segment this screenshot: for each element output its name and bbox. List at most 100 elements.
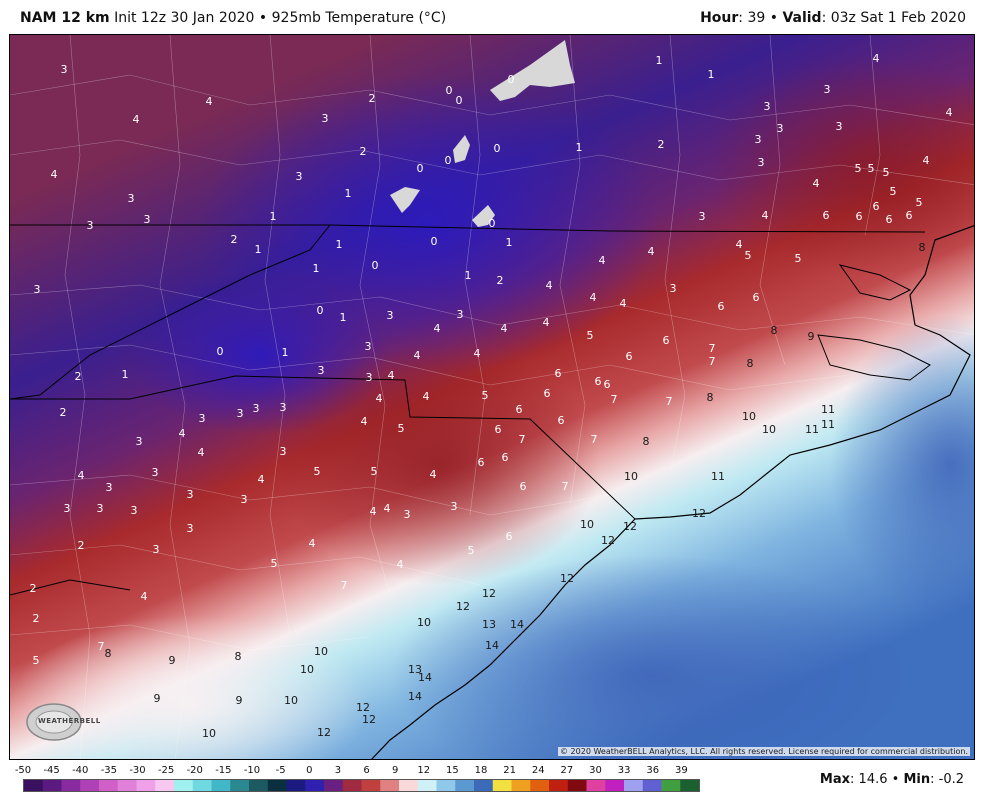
ocean-cold xyxy=(390,555,910,759)
temp-value-label: 4 xyxy=(376,392,383,405)
separator: • xyxy=(769,10,778,26)
temp-value-label: 6 xyxy=(604,378,611,391)
scale-color-segment xyxy=(417,780,437,791)
scale-color-segment xyxy=(80,780,100,791)
temp-value-label: 3 xyxy=(61,63,68,76)
temp-value-label: 7 xyxy=(611,393,618,406)
temp-value-label: 3 xyxy=(64,502,71,515)
temp-value-label: 3 xyxy=(322,112,329,125)
temp-value-label: 10 xyxy=(284,694,298,707)
temp-value-label: 6 xyxy=(718,300,725,313)
temp-value-label: 0 xyxy=(494,142,501,155)
temp-value-label: 0 xyxy=(217,345,224,358)
temp-value-label: 4 xyxy=(258,473,265,486)
temp-value-label: 6 xyxy=(516,403,523,416)
temp-value-label: 2 xyxy=(658,138,665,151)
temp-value-label: 10 xyxy=(762,423,776,436)
temp-value-label: 2 xyxy=(33,612,40,625)
temp-value-label: 3 xyxy=(136,435,143,448)
scale-color-segment xyxy=(286,780,306,791)
scale-tick-label: -30 xyxy=(129,765,146,776)
scale-color-segment xyxy=(42,780,62,791)
temp-value-label: 6 xyxy=(626,350,633,363)
temp-value-label: 4 xyxy=(397,558,404,571)
scale-color-segment xyxy=(680,780,699,791)
weatherbell-logo xyxy=(26,703,82,741)
temp-value-label: 9 xyxy=(169,654,176,667)
scale-tick-label: 0 xyxy=(306,765,313,776)
temp-value-label: 3 xyxy=(280,445,287,458)
temp-value-label: 4 xyxy=(423,390,430,403)
temp-value-label: 1 xyxy=(122,368,129,381)
temp-value-label: 9 xyxy=(154,692,161,705)
temp-value-label: 0 xyxy=(372,259,379,272)
temp-value-label: 2 xyxy=(360,145,367,158)
temp-value-label: 0 xyxy=(445,154,452,167)
scale-color-segment xyxy=(549,780,569,791)
scale-tick-label: -10 xyxy=(243,765,261,776)
temp-value-label: 0 xyxy=(317,304,324,317)
temp-value-label: 4 xyxy=(51,168,58,181)
temp-value-label: 4 xyxy=(736,238,743,251)
temp-value-label: 8 xyxy=(707,391,714,404)
temp-value-label: 3 xyxy=(253,402,260,415)
temp-value-label: 4 xyxy=(648,245,655,258)
temp-value-label: 3 xyxy=(106,481,113,494)
temp-value-label: 3 xyxy=(451,500,458,513)
color-scale-bar xyxy=(23,779,700,792)
temp-value-label: 5 xyxy=(883,166,890,179)
min-value: : -0.2 xyxy=(930,772,964,787)
temp-value-label: 3 xyxy=(755,133,762,146)
temp-value-label: 1 xyxy=(465,269,472,282)
temp-value-label: 1 xyxy=(506,236,513,249)
temp-value-label: 6 xyxy=(520,480,527,493)
temp-value-label: 5 xyxy=(587,329,594,342)
temp-value-label: 7 xyxy=(519,433,526,446)
temp-value-label: 2 xyxy=(369,92,376,105)
scale-color-segment xyxy=(324,780,344,791)
scale-color-segment xyxy=(586,780,606,791)
temp-value-label: 0 xyxy=(417,162,424,175)
temp-value-label: 6 xyxy=(823,209,830,222)
temp-value-label: 5 xyxy=(482,389,489,402)
temp-value-label: 14 xyxy=(418,671,432,684)
hour-value: : 39 xyxy=(738,10,766,26)
temp-value-label: 12 xyxy=(601,534,615,547)
scale-tick-label: -35 xyxy=(100,765,118,776)
temp-value-label: 11 xyxy=(821,403,835,416)
temp-value-label: 7 xyxy=(562,480,569,493)
temp-value-label: 1 xyxy=(708,68,715,81)
scale-tick-label: -40 xyxy=(72,765,89,776)
temp-value-label: 4 xyxy=(543,316,550,329)
scale-color-segment xyxy=(342,780,362,791)
temp-value-label: 4 xyxy=(546,279,553,292)
valid-time: Hour: 39 • Valid: 03z Sat 1 Feb 2020 xyxy=(700,10,966,26)
temp-value-label: 3 xyxy=(318,364,325,377)
scale-color-segment xyxy=(474,780,494,791)
temp-value-label: 1 xyxy=(255,243,262,256)
temp-value-label: 5 xyxy=(855,162,862,175)
temp-value-label: 8 xyxy=(235,650,242,663)
temp-value-label: 11 xyxy=(805,423,819,436)
state-borders xyxy=(10,224,926,596)
temp-value-label: 4 xyxy=(923,154,930,167)
temp-value-label: 6 xyxy=(558,414,565,427)
temp-value-label: 5 xyxy=(468,544,475,557)
temp-value-label: 4 xyxy=(133,113,140,126)
temp-value-label: 4 xyxy=(179,427,186,440)
scale-color-segment xyxy=(99,780,119,791)
temp-value-label: 3 xyxy=(296,170,303,183)
scale-tick-label: 33 xyxy=(617,765,631,776)
scale-tick-label: -45 xyxy=(43,765,60,776)
temp-value-label: 8 xyxy=(919,241,926,254)
scale-color-segment xyxy=(192,780,212,791)
temp-value-label: 12 xyxy=(362,713,376,726)
temp-value-label: 2 xyxy=(75,370,82,383)
temp-value-label: 4 xyxy=(198,446,205,459)
temp-value-label: 6 xyxy=(478,456,485,469)
temp-value-label: 3 xyxy=(144,213,151,226)
scale-color-segment xyxy=(399,780,419,791)
ocean-cold xyxy=(830,315,974,615)
temp-value-label: 2 xyxy=(231,233,238,246)
temp-value-label: 3 xyxy=(404,508,411,521)
